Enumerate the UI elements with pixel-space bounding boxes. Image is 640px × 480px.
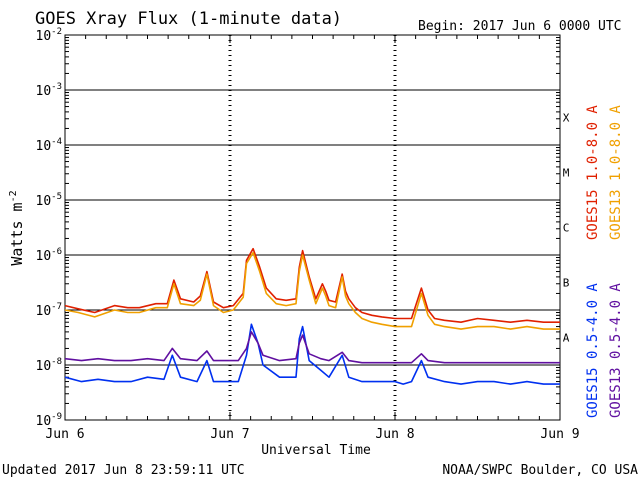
x-tick-label: Jun 6 (45, 427, 84, 442)
x-tick-label: Jun 9 (540, 427, 579, 442)
legend-entry: GOES15 0.5-4.0 A (585, 283, 601, 418)
flare-class-labels: X M C B A (563, 112, 570, 345)
series-line-0 (64, 247, 560, 323)
y-tick-label: 10-7 (36, 302, 63, 319)
flare-class-label: B (563, 277, 570, 290)
chart-title: GOES Xray Flux (1-minute data) (35, 9, 342, 29)
legend-label: GOES15 0.5-4.0 A (585, 283, 601, 418)
legend-label: GOES13 1.0-8.0 A (608, 105, 624, 240)
y-axis-label-exp: -2 (8, 190, 19, 202)
legend-entry: GOES13 1.0-8.0 A (608, 105, 624, 240)
y-axis-label-base: Watts m (8, 202, 26, 265)
y-tick-labels: 10-2 10-3 10-4 10-5 10-6 10-7 10-8 10-9 (36, 27, 63, 429)
source-label: NOAA/SWPC Boulder, CO USA (442, 463, 638, 478)
y-tick-label: 10-6 (36, 247, 63, 264)
x-tick-label: Jun 8 (375, 427, 414, 442)
legend-label: GOES13 0.5-4.0 A (608, 283, 624, 418)
y-tick-label: 10-2 (36, 27, 63, 44)
flare-class-label: A (563, 332, 570, 345)
flare-class-label: X (563, 112, 570, 125)
flare-class-label: C (563, 222, 570, 235)
x-tick-labels: Jun 6 Jun 7 Jun 8 Jun 9 (45, 427, 579, 442)
legend-entry: GOES15 1.0-8.0 A (585, 105, 601, 240)
y-axis-label: Watts m-2 (8, 190, 26, 265)
x-axis-label: Universal Time (261, 443, 371, 458)
begin-label: Begin: 2017 Jun 6 0000 UTC (418, 19, 622, 34)
y-tick-label: 10-9 (36, 412, 63, 429)
legend-label: GOES15 1.0-8.0 A (585, 105, 601, 240)
flare-class-label: M (563, 167, 570, 180)
series-layer (64, 247, 560, 385)
legend: GOES15 1.0-8.0 A GOES13 1.0-8.0 A GOES15 0… (585, 105, 624, 418)
y-tick-label: 10-8 (36, 357, 63, 374)
series-line-1 (64, 251, 560, 330)
x-tick-label: Jun 7 (210, 427, 249, 442)
series-line-2 (64, 323, 560, 385)
legend-entry: GOES13 0.5-4.0 A (608, 283, 624, 418)
updated-label: Updated 2017 Jun 8 23:59:11 UTC (2, 463, 245, 478)
y-tick-label: 10-3 (36, 82, 63, 99)
series-line-3 (64, 331, 560, 364)
svg-text:Watts m-2: Watts m-2 (8, 190, 26, 265)
grid-layer (64, 35, 561, 421)
y-tick-label: 10-4 (36, 137, 63, 154)
y-tick-label: 10-5 (36, 192, 63, 209)
